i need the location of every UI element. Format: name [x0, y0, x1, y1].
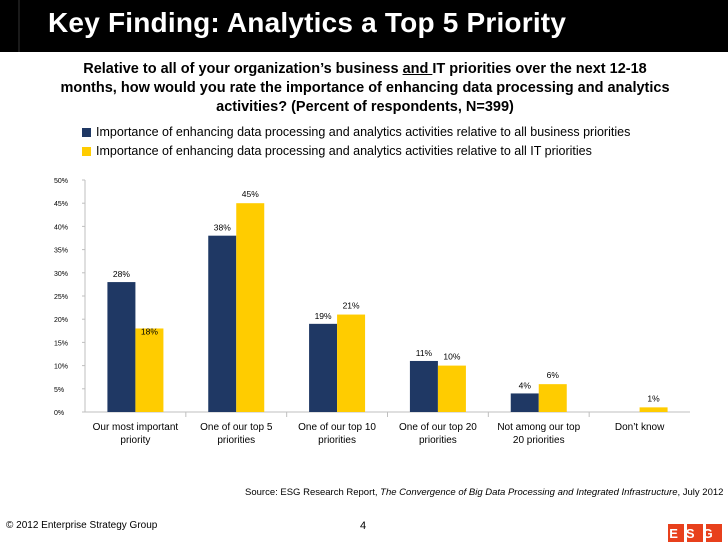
- y-tick-label: 35%: [54, 248, 68, 255]
- data-label: 11%: [416, 348, 433, 358]
- bar-it: [135, 328, 164, 412]
- question-part-2: IT priorities over the next 12-18 months…: [60, 61, 670, 115]
- copyright: © 2012 Enterprise Strategy Group: [6, 520, 158, 531]
- y-tick-label: 40%: [54, 224, 68, 231]
- bar-business: [309, 323, 338, 412]
- bar-it: [639, 407, 668, 412]
- data-label: 45%: [242, 189, 259, 199]
- bar-business: [208, 235, 237, 412]
- y-tick-label: 10%: [54, 364, 68, 371]
- data-label: 10%: [443, 352, 460, 362]
- legend-item-it: Importance of enhancing data processing …: [82, 142, 630, 161]
- data-label: 1%: [647, 393, 660, 403]
- legend-swatch-it: [82, 147, 91, 156]
- legend-item-business: Importance of enhancing data processing …: [82, 123, 630, 142]
- source-note: Source: ESG Research Report, The Converg…: [245, 487, 723, 498]
- bar-it: [437, 365, 466, 412]
- logo-block-s: [687, 524, 703, 542]
- question-underlined: and: [402, 61, 433, 77]
- source-title: The Convergence of Big Data Processing a…: [380, 487, 678, 498]
- data-label: 6%: [547, 370, 560, 380]
- y-tick-label: 30%: [54, 271, 68, 278]
- source-suffix: , July 2012: [677, 487, 724, 498]
- title-accent: [0, 0, 20, 52]
- y-tick-label: 20%: [54, 317, 68, 324]
- chart-question: Relative to all of your organization’s b…: [60, 60, 670, 117]
- bar-business: [409, 360, 438, 412]
- x-tick-label: Our most important priority: [92, 422, 179, 446]
- slide-title: Key Finding: Analytics a Top 5 Priority: [48, 7, 567, 38]
- y-tick-label: 15%: [54, 340, 68, 347]
- data-label: 21%: [343, 301, 360, 311]
- x-tick-label: One of our top 10 priorities: [298, 422, 376, 446]
- x-tick-label: One of our top 5 priorities: [200, 422, 273, 446]
- logo-block-e: [668, 524, 684, 542]
- y-tick-label: 45%: [54, 201, 68, 208]
- y-tick-label: 25%: [54, 294, 68, 301]
- y-tick-label: 5%: [54, 387, 64, 394]
- legend-label-business: Importance of enhancing data processing …: [96, 125, 631, 139]
- data-label: 38%: [214, 223, 231, 233]
- x-tick-label: One of our top 20 priorities: [398, 422, 477, 446]
- question-part-1: Relative to all of your organization’s b…: [83, 61, 403, 77]
- y-tick-label: 50%: [54, 178, 68, 185]
- page-number: 4: [360, 520, 367, 532]
- chart-legend: Importance of enhancing data processing …: [82, 123, 630, 161]
- bar-it: [337, 314, 366, 412]
- legend-swatch-business: [82, 128, 91, 137]
- data-label: 28%: [113, 269, 130, 279]
- data-label: 18%: [141, 326, 158, 336]
- title-bar: Key Finding: Analytics a Top 5 Priority: [0, 0, 728, 52]
- data-label: 19%: [315, 311, 332, 321]
- bar-it: [236, 203, 265, 412]
- bar-it: [538, 384, 567, 412]
- data-label: 4%: [519, 380, 532, 390]
- y-tick-label: 0%: [54, 410, 64, 417]
- x-tick-label: Don’t know: [614, 422, 665, 433]
- logo-text: ESG: [669, 526, 720, 541]
- x-tick-label: Not among our top 20 priorities: [497, 422, 581, 446]
- bar-business: [510, 393, 539, 412]
- logo-block-g: [706, 524, 722, 542]
- legend-label-it: Importance of enhancing data processing …: [96, 144, 592, 158]
- bar-business: [107, 282, 136, 412]
- source-prefix: Source: ESG Research Report,: [245, 487, 381, 498]
- esg-logo: ESG: [668, 524, 722, 542]
